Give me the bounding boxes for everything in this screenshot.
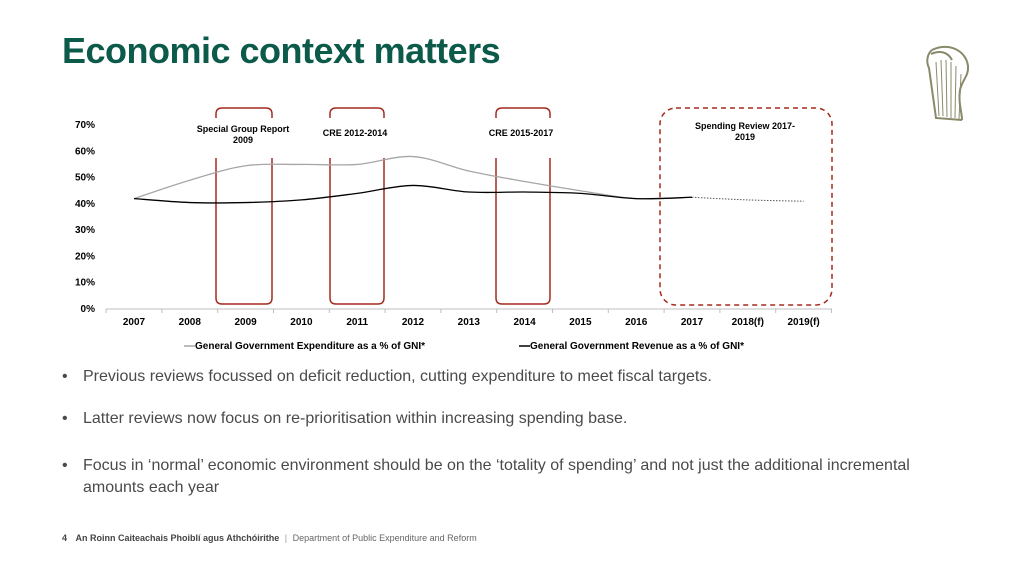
y-tick-label: 70% xyxy=(75,120,95,131)
x-tick-label: 2016 xyxy=(625,317,648,328)
annotation-dashed-box xyxy=(659,107,833,306)
x-tick-label: 2007 xyxy=(123,317,146,328)
y-tick-label: 0% xyxy=(81,304,96,315)
series-line-expenditure xyxy=(133,155,693,200)
series-line-forecast xyxy=(691,196,804,202)
x-tick-label: 2009 xyxy=(234,317,257,328)
y-tick-label: 30% xyxy=(75,225,95,236)
x-tick-label: 2012 xyxy=(402,317,425,328)
x-tick-label: 2014 xyxy=(513,317,536,328)
page-number: 4 xyxy=(62,533,68,543)
bullet-item: Latter reviews now focus on re-prioritis… xyxy=(62,408,962,430)
y-tick-label: 20% xyxy=(75,251,95,262)
annotation-label: CRE 2012-2014 xyxy=(323,128,388,138)
footer-separator: | xyxy=(284,533,288,543)
x-tick-label: 2008 xyxy=(179,317,202,328)
annotation-bracket xyxy=(215,107,273,305)
annotation-label: CRE 2015-2017 xyxy=(489,128,554,138)
y-tick-label: 50% xyxy=(75,173,95,184)
annotation-bracket xyxy=(495,107,551,305)
department-english-name: Department of Public Expenditure and Ref… xyxy=(292,533,477,543)
bullet-item: Focus in ‘normal’ economic environment s… xyxy=(62,455,962,499)
legend-label: General Government Expenditure as a % of… xyxy=(195,341,425,352)
page-title: Economic context matters xyxy=(62,30,501,71)
annotation-bracket xyxy=(329,107,385,305)
annotation-label: Special Group Report 2009 xyxy=(197,124,290,145)
harp-emblem-icon xyxy=(926,45,970,121)
y-tick-label: 40% xyxy=(75,199,95,210)
x-tick-label: 2011 xyxy=(346,317,368,328)
bullet-item: Previous reviews focussed on deficit red… xyxy=(62,366,962,388)
y-tick-label: 60% xyxy=(75,146,95,157)
x-tick-label: 2013 xyxy=(458,317,481,328)
x-tick-label: 2019(f) xyxy=(787,317,819,328)
x-tick-label: 2018(f) xyxy=(732,317,764,328)
chart: 0% 10% 20% 30% 40% 50% 60% 70% 2007 2008 2009 2010… xyxy=(75,107,833,352)
y-tick-label: 10% xyxy=(75,278,95,289)
x-tick-label: 2015 xyxy=(569,317,592,328)
legend-label: General Government Revenue as a % of GNI… xyxy=(530,341,744,352)
annotation-label: Spending Review 2017-2019 xyxy=(695,121,795,142)
bullet-list: Previous reviews focussed on deficit red… xyxy=(62,366,962,499)
footer: 4 An Roinn Caiteachais Phoiblí agus Athc… xyxy=(62,533,477,543)
x-tick-label: 2017 xyxy=(681,317,704,328)
department-irish-name: An Roinn Caiteachais Phoiblí agus Athchó… xyxy=(75,533,280,543)
series-line-revenue xyxy=(133,184,693,204)
x-tick-label: 2010 xyxy=(290,317,313,328)
